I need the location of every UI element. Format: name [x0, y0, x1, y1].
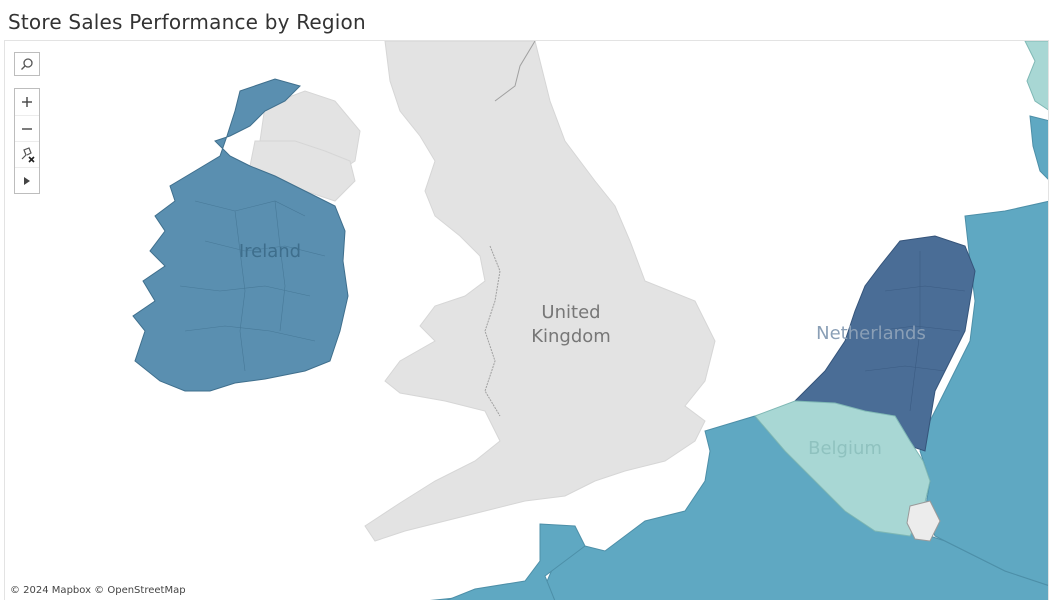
pin-reset-icon: [21, 146, 35, 163]
region-denmark-edge[interactable]: [1024, 41, 1049, 111]
map-view[interactable]: Ireland United Kingdom Netherlands Belgi…: [4, 40, 1049, 600]
region-great-britain[interactable]: [364, 41, 716, 542]
label-united-kingdom-line1: United: [541, 302, 600, 323]
region-france-west[interactable]: [445, 523, 586, 600]
label-united-kingdom-line2: Kingdom: [531, 326, 611, 347]
wales-border: [484, 245, 501, 417]
expand-controls-button[interactable]: [15, 167, 39, 193]
region-belgium[interactable]: [754, 400, 931, 537]
search-icon: [21, 58, 33, 70]
minus-icon: [22, 127, 32, 130]
reset-map-button[interactable]: [15, 141, 39, 167]
label-ireland: Ireland: [239, 241, 301, 262]
label-belgium: Belgium: [808, 438, 882, 459]
page-title: Store Sales Performance by Region: [8, 10, 366, 34]
label-netherlands: Netherlands: [816, 323, 926, 344]
map-canvas[interactable]: Ireland United Kingdom Netherlands Belgi…: [5, 41, 1049, 600]
scotland-border: [494, 41, 536, 102]
region-germany-north[interactable]: [1029, 115, 1049, 181]
play-arrow-icon: [24, 176, 30, 185]
map-attribution[interactable]: © 2024 Mapbox © OpenStreetMap: [10, 585, 186, 596]
zoom-out-button[interactable]: [15, 115, 39, 141]
region-germany[interactable]: [919, 200, 1049, 586]
ireland-county-lines: [179, 200, 326, 372]
region-ireland[interactable]: [132, 78, 349, 392]
region-luxembourg[interactable]: [906, 500, 941, 542]
zoom-in-button[interactable]: [15, 89, 39, 115]
search-button[interactable]: [14, 52, 40, 76]
netherlands-province-lines: [864, 251, 966, 412]
zoom-controls: [14, 88, 40, 194]
map-controls: [14, 52, 42, 194]
plus-icon: [22, 97, 32, 107]
